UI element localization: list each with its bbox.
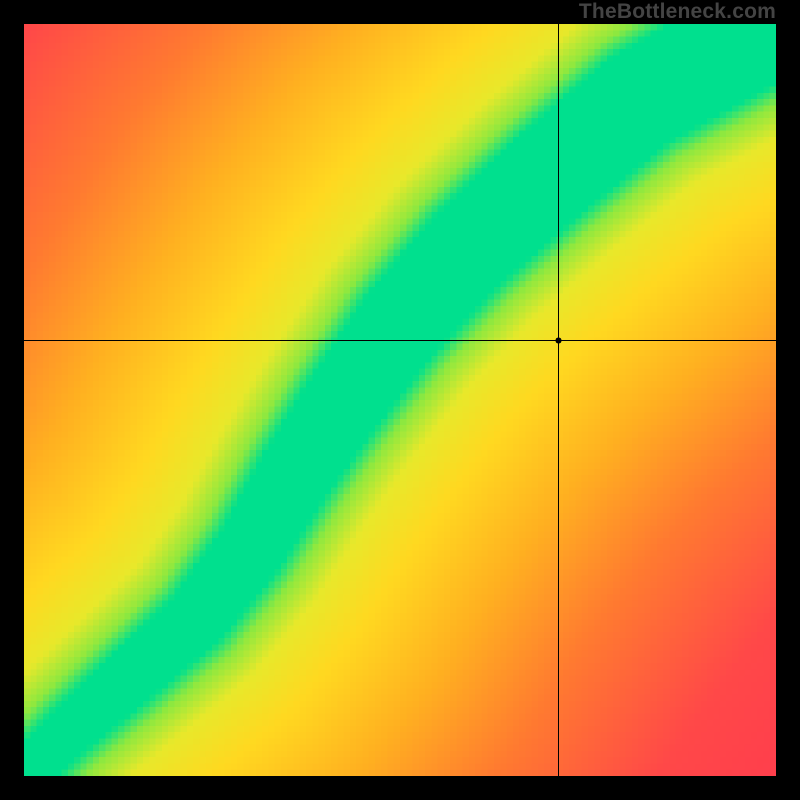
watermark-text: TheBottleneck.com — [579, 0, 776, 24]
crosshair-overlay — [24, 24, 776, 776]
